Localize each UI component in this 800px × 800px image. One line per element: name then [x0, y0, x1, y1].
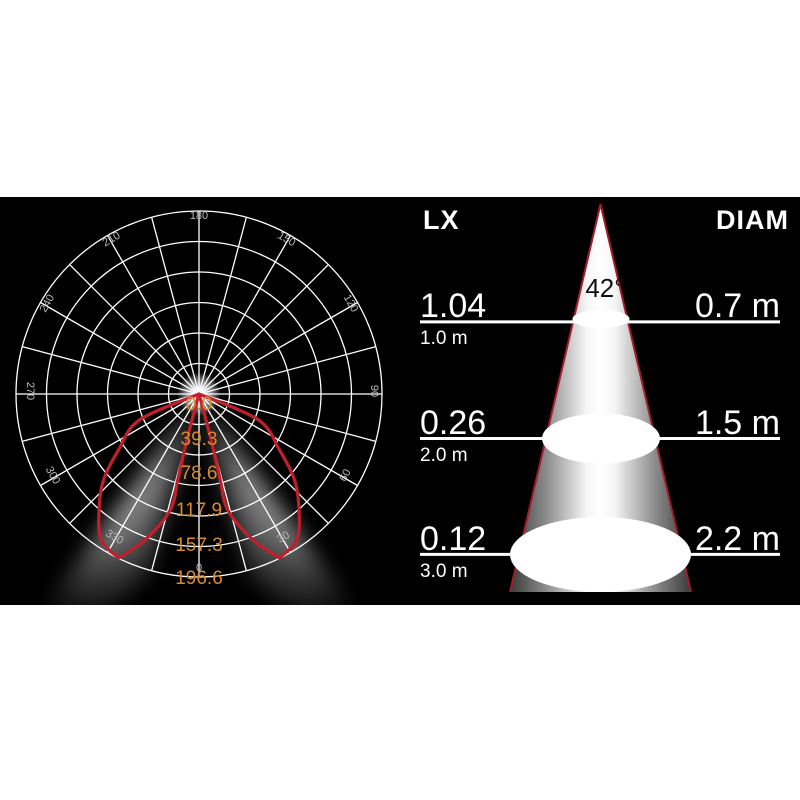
svg-text:0.26: 0.26 [420, 404, 486, 442]
svg-text:1.04: 1.04 [420, 287, 486, 325]
svg-text:1.5 m: 1.5 m [695, 404, 780, 442]
svg-text:0.12: 0.12 [420, 520, 486, 558]
svg-text:1.0 m: 1.0 m [420, 328, 468, 349]
svg-text:3.0 m: 3.0 m [420, 561, 468, 582]
svg-text:42°: 42° [585, 273, 624, 303]
svg-text:2.2 m: 2.2 m [695, 520, 780, 558]
svg-text:2.0 m: 2.0 m [420, 445, 468, 466]
svg-text:0.7 m: 0.7 m [695, 287, 780, 325]
